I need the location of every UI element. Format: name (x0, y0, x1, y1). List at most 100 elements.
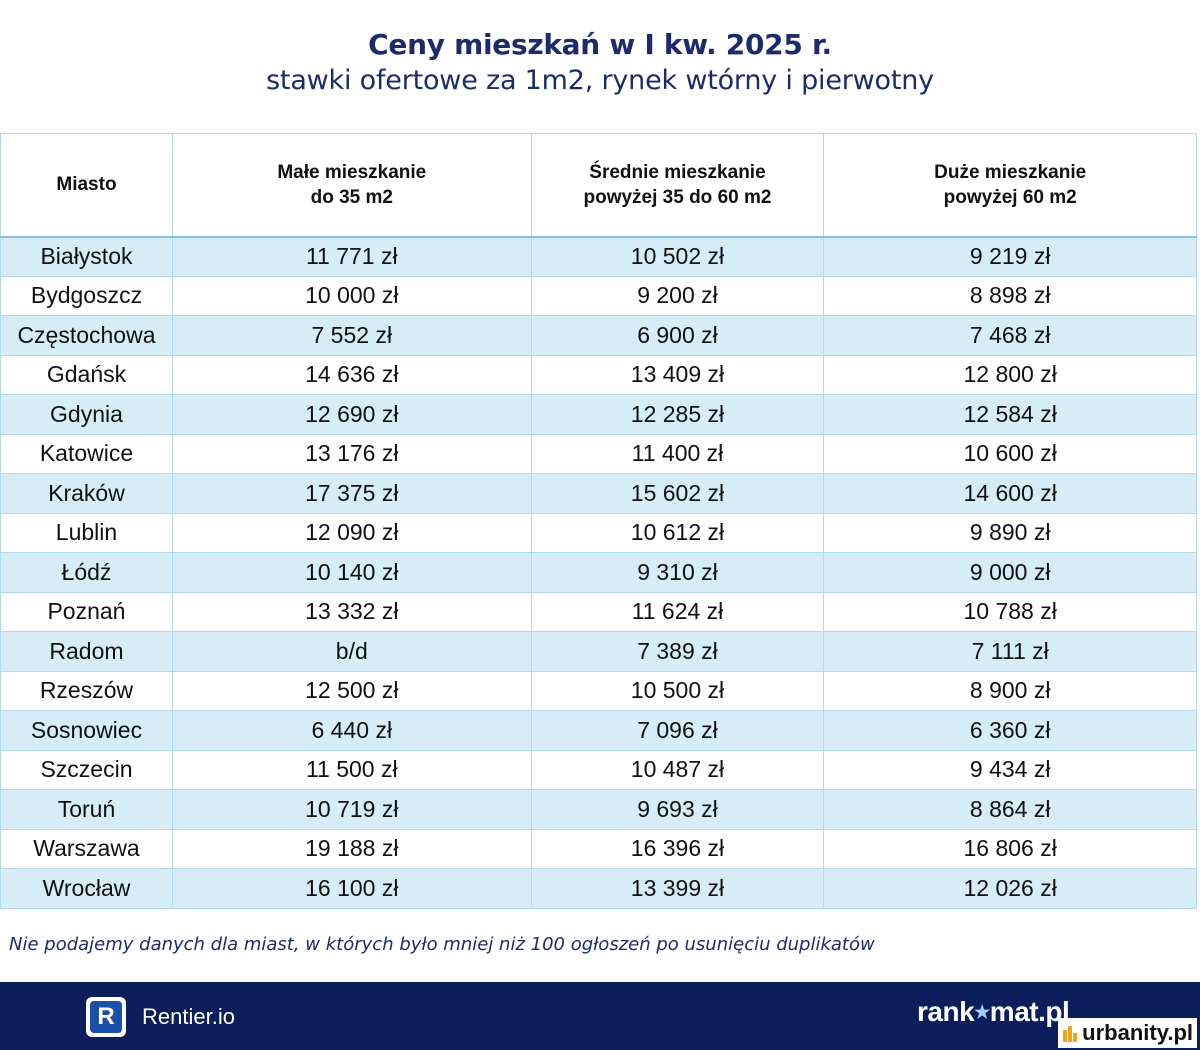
city-cell: Toruń (0, 789, 173, 830)
city-cell: Gdańsk (0, 354, 173, 395)
price-cell: 12 584 zł (823, 394, 1197, 435)
price-cell: 12 690 zł (171, 394, 532, 435)
rentier-badge-icon: R (86, 997, 126, 1037)
city-cell: Łódź (0, 552, 173, 593)
urbanity-watermark: urbanity.pl (1058, 1018, 1197, 1048)
price-cell: 6 440 zł (171, 710, 532, 751)
price-cell: 10 500 zł (530, 670, 825, 711)
city-cell: Warszawa (0, 828, 173, 869)
price-cell: 7 552 zł (171, 315, 532, 356)
column-header-label: Duże mieszkanie powyżej 60 m2 (934, 161, 1087, 208)
column-header-label: Miasto (56, 174, 117, 196)
price-cell: 7 111 zł (823, 631, 1197, 672)
city-cell: Lublin (0, 512, 173, 553)
price-cell: 7 468 zł (823, 315, 1197, 356)
title-block: Ceny mieszkań w I kw. 2025 r. stawki ofe… (0, 28, 1200, 96)
price-cell: 9 000 zł (823, 552, 1197, 593)
price-cell: 17 375 zł (171, 473, 532, 514)
city-cell: Sosnowiec (0, 710, 173, 751)
price-cell: 10 612 zł (530, 512, 825, 553)
table-row: Kraków 17 375 zł 15 602 zł 14 600 zł (0, 473, 1197, 514)
table-row: Katowice 13 176 zł 11 400 zł 10 600 zł (0, 433, 1197, 474)
column-header-small: Małe mieszkanie do 35 m2 (171, 133, 532, 238)
price-cell: b/d (171, 631, 532, 672)
city-cell: Katowice (0, 433, 173, 474)
rankomat-text-start: rank (917, 996, 975, 1027)
city-cell: Bydgoszcz (0, 275, 173, 316)
city-cell: Poznań (0, 591, 173, 632)
price-cell: 10 788 zł (823, 591, 1197, 632)
price-cell: 10 502 zł (530, 236, 825, 277)
page-title: Ceny mieszkań w I kw. 2025 r. (368, 28, 832, 61)
price-cell: 14 636 zł (171, 354, 532, 395)
rentier-logo: R Rentier.io (86, 997, 235, 1037)
price-cell: 16 396 zł (530, 828, 825, 869)
price-cell: 9 310 zł (530, 552, 825, 593)
table-row: Łódź 10 140 zł 9 310 zł 9 000 zł (0, 552, 1197, 593)
price-cell: 16 806 zł (823, 828, 1197, 869)
price-cell: 12 285 zł (530, 394, 825, 435)
footer-bar: R Rentier.io rank★mat.pl urbanity.pl (0, 982, 1200, 1050)
table-row: Warszawa 19 188 zł 16 396 zł 16 806 zł (0, 828, 1197, 869)
column-header-city: Miasto (0, 133, 173, 238)
column-header-label: Małe mieszkanie do 35 m2 (277, 161, 427, 208)
price-cell: 7 096 zł (530, 710, 825, 751)
price-cell: 14 600 zł (823, 473, 1197, 514)
city-cell: Radom (0, 631, 173, 672)
price-cell: 13 332 zł (171, 591, 532, 632)
price-cell: 9 200 zł (530, 275, 825, 316)
price-cell: 11 500 zł (171, 749, 532, 790)
table-row: Bydgoszcz 10 000 zł 9 200 zł 8 898 zł (0, 275, 1197, 316)
city-cell: Kraków (0, 473, 173, 514)
table-row: Toruń 10 719 zł 9 693 zł 8 864 zł (0, 789, 1197, 830)
table-row: Rzeszów 12 500 zł 10 500 zł 8 900 zł (0, 670, 1197, 711)
table-row: Gdańsk 14 636 zł 13 409 zł 12 800 zł (0, 354, 1197, 395)
price-cell: 13 409 zł (530, 354, 825, 395)
page-subtitle: stawki ofertowe za 1m2, rynek wtórny i p… (266, 65, 934, 96)
price-cell: 9 219 zł (823, 236, 1197, 277)
table-row: Wrocław 16 100 zł 13 399 zł 12 026 zł (0, 868, 1197, 909)
price-cell: 10 000 zł (171, 275, 532, 316)
price-cell: 12 026 zł (823, 868, 1197, 909)
price-cell: 12 800 zł (823, 354, 1197, 395)
column-header-label: Średnie mieszkanie powyżej 35 do 60 m2 (583, 161, 772, 208)
city-cell: Rzeszów (0, 670, 173, 711)
price-cell: 8 898 zł (823, 275, 1197, 316)
price-cell: 19 188 zł (171, 828, 532, 869)
city-cell: Częstochowa (0, 315, 173, 356)
price-cell: 7 389 zł (530, 631, 825, 672)
building-icon (1063, 1026, 1078, 1042)
price-cell: 9 693 zł (530, 789, 825, 830)
price-cell: 9 890 zł (823, 512, 1197, 553)
price-cell: 6 360 zł (823, 710, 1197, 751)
urbanity-label: urbanity.pl (1082, 1020, 1193, 1045)
price-cell: 13 176 zł (171, 433, 532, 474)
table-row: Lublin 12 090 zł 10 612 zł 9 890 zł (0, 512, 1197, 553)
table-row: Szczecin 11 500 zł 10 487 zł 9 434 zł (0, 749, 1197, 790)
price-cell: 8 900 zł (823, 670, 1197, 711)
city-cell: Wrocław (0, 868, 173, 909)
table-row: Białystok 11 771 zł 10 502 zł 9 219 zł (0, 236, 1197, 277)
price-table: Miasto Małe mieszkanie do 35 m2 Średnie … (0, 133, 1197, 909)
rankomat-text-end: mat.pl (989, 996, 1070, 1027)
price-cell: 10 719 zł (171, 789, 532, 830)
table-row: Poznań 13 332 zł 11 624 zł 10 788 zł (0, 591, 1197, 632)
price-cell: 12 090 zł (171, 512, 532, 553)
rentier-badge-letter: R (90, 1001, 122, 1033)
price-cell: 13 399 zł (530, 868, 825, 909)
footnote: Nie podajemy danych dla miast, w których… (9, 934, 875, 955)
price-cell: 9 434 zł (823, 749, 1197, 790)
table-header-row: Miasto Małe mieszkanie do 35 m2 Średnie … (0, 133, 1197, 238)
price-cell: 11 400 zł (530, 433, 825, 474)
star-icon: ★ (974, 1002, 990, 1022)
price-cell: 12 500 zł (171, 670, 532, 711)
city-cell: Białystok (0, 236, 173, 277)
price-cell: 11 771 zł (171, 236, 532, 277)
price-cell: 16 100 zł (171, 868, 532, 909)
table-body: Białystok 11 771 zł 10 502 zł 9 219 zł Bydgo… (0, 236, 1197, 909)
table-row: Radom b/d 7 389 zł 7 111 zł (0, 631, 1197, 672)
price-cell: 10 140 zł (171, 552, 532, 593)
price-cell: 6 900 zł (530, 315, 825, 356)
price-cell: 15 602 zł (530, 473, 825, 514)
column-header-large: Duże mieszkanie powyżej 60 m2 (823, 133, 1197, 238)
